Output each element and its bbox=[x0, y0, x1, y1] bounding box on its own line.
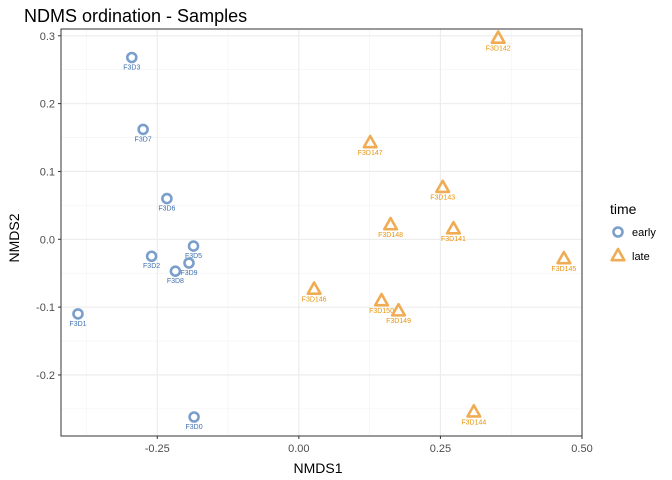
chart-title: NDMS ordination - Samples bbox=[24, 6, 247, 26]
grid-lines bbox=[61, 29, 583, 436]
early-point-F3D9 bbox=[183, 257, 195, 269]
point-label-F3D150: F3D150 bbox=[369, 308, 394, 315]
y-tick-label: 0.1 bbox=[40, 166, 55, 178]
point-label-F3D143: F3D143 bbox=[430, 195, 455, 202]
late-point-F3D149 bbox=[390, 302, 407, 317]
point-label-F3D145: F3D145 bbox=[551, 266, 576, 273]
early-point-F3D1 bbox=[72, 308, 84, 320]
point-label-F3D146: F3D146 bbox=[302, 296, 327, 303]
legend-title: time bbox=[610, 201, 637, 217]
late-point-F3D143 bbox=[435, 179, 451, 194]
legend-late-triangle-icon bbox=[610, 247, 626, 262]
late-point-F3D142 bbox=[490, 30, 506, 44]
point-label-F3D144: F3D144 bbox=[461, 419, 486, 426]
point-label-F3D3: F3D3 bbox=[123, 64, 140, 71]
point-label-F3D1: F3D1 bbox=[69, 321, 86, 328]
point-label-F3D141: F3D141 bbox=[441, 236, 466, 243]
y-tick-label: 0.3 bbox=[40, 31, 55, 43]
early-point-F3D7 bbox=[137, 123, 149, 136]
legend-early-circle-icon bbox=[612, 226, 624, 238]
y-tick-label: 0.2 bbox=[40, 99, 55, 111]
point-label-F3D148: F3D148 bbox=[378, 232, 403, 239]
legend: time early late bbox=[610, 201, 656, 263]
late-point-F3D147 bbox=[362, 134, 378, 149]
late-point-F3D144 bbox=[466, 403, 482, 418]
point-label-F3D149: F3D149 bbox=[386, 318, 411, 325]
early-point-F3D2 bbox=[145, 250, 158, 263]
point-label-F3D7: F3D7 bbox=[135, 136, 152, 143]
late-point-F3D145 bbox=[556, 250, 572, 265]
y-axis-title: NMDS2 bbox=[6, 213, 22, 262]
plot-panel-border bbox=[60, 28, 583, 437]
x-axis-title: NMDS1 bbox=[293, 460, 342, 476]
late-point-F3D150 bbox=[373, 292, 390, 307]
early-point-F3D6 bbox=[161, 192, 173, 205]
point-label-F3D142: F3D142 bbox=[486, 45, 511, 52]
legend-label-early: early bbox=[632, 227, 656, 239]
point-label-F3D0: F3D0 bbox=[186, 424, 203, 431]
x-tick-label: -0.25 bbox=[145, 443, 170, 455]
late-point-F3D146 bbox=[306, 281, 322, 295]
point-label-F3D9: F3D9 bbox=[180, 270, 197, 277]
x-tick-label: 0.50 bbox=[571, 443, 592, 455]
early-point-F3D0 bbox=[188, 411, 200, 423]
early-point-F3D8 bbox=[169, 265, 182, 277]
late-point-F3D148 bbox=[382, 216, 399, 231]
y-tick-label: -0.2 bbox=[36, 370, 55, 382]
point-label-F3D147: F3D147 bbox=[358, 150, 383, 157]
axis-ticks: -0.25 0.00 0.25 0.50 -0.2 -0.1 0.0 0.1 0.2 0.3 bbox=[36, 31, 593, 455]
point-label-F3D5: F3D5 bbox=[185, 253, 202, 260]
point-label-F3D6: F3D6 bbox=[158, 206, 175, 213]
point-label-F3D8: F3D8 bbox=[167, 278, 184, 285]
x-tick-label: 0.25 bbox=[430, 443, 451, 455]
point-label-F3D2: F3D2 bbox=[143, 263, 160, 270]
legend-label-late: late bbox=[632, 251, 650, 263]
x-tick-label: 0.00 bbox=[288, 443, 309, 455]
early-point-F3D3 bbox=[125, 51, 138, 64]
y-tick-label: 0.0 bbox=[40, 234, 55, 246]
late-point-F3D141 bbox=[445, 220, 462, 235]
y-tick-label: -0.1 bbox=[36, 302, 55, 314]
early-point-F3D5 bbox=[187, 240, 200, 252]
